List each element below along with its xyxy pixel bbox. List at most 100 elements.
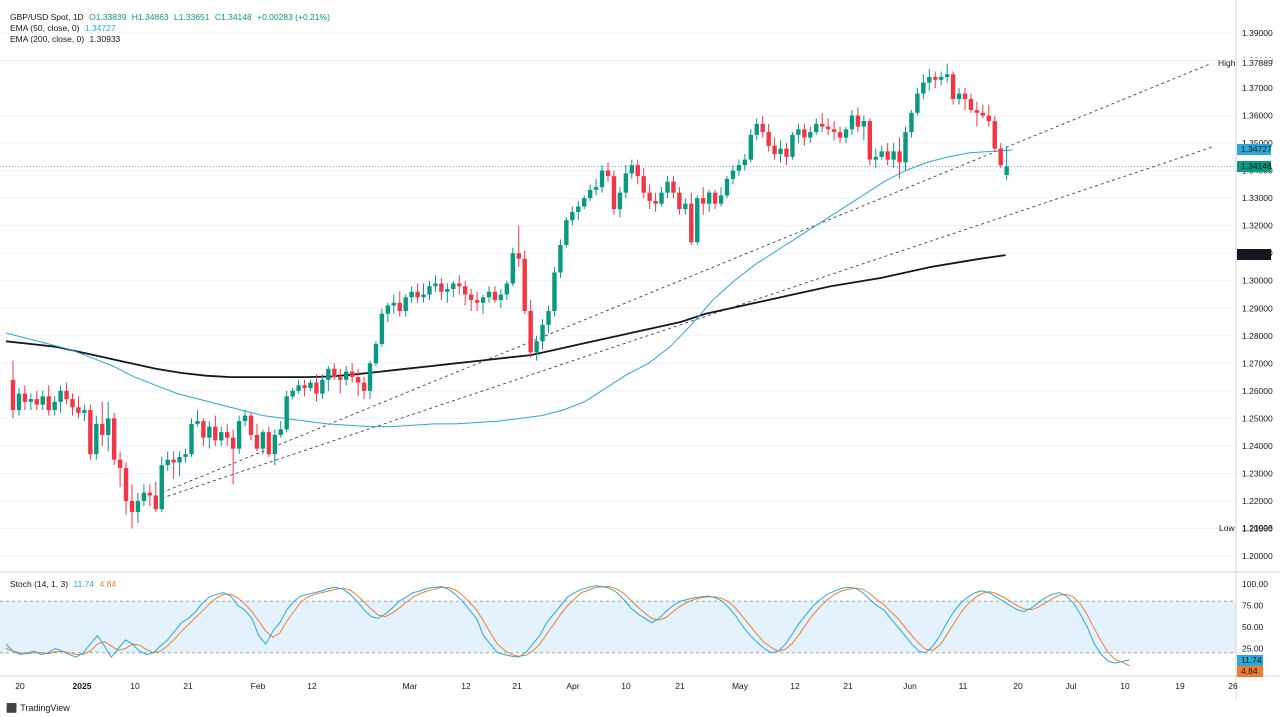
candle-body — [266, 432, 272, 455]
ohlc-close: C1.34148 — [214, 12, 252, 22]
candle-body — [379, 313, 385, 345]
candle-body — [40, 396, 45, 405]
candle-body — [22, 393, 28, 402]
candle-body — [106, 418, 111, 435]
price-tick-label: 1.25000 — [1242, 413, 1273, 423]
candle-body — [730, 170, 736, 179]
time-tick-label: 21 — [512, 681, 522, 691]
candle-body — [534, 341, 539, 353]
candle-body — [314, 382, 319, 394]
price-tick-label: 1.32000 — [1242, 221, 1273, 231]
candle-body — [837, 132, 843, 138]
legend-main: GBP/USD Spot, 1D O1.33839 H1.34863 L1.33… — [10, 12, 333, 23]
time-tick-label: 10 — [1120, 681, 1130, 691]
candle-body — [939, 77, 944, 80]
stoch-tick-label: 50.00 — [1242, 622, 1264, 632]
candle-body — [308, 382, 313, 389]
candle-body — [593, 187, 599, 190]
candle-body — [254, 434, 260, 449]
candle-body — [986, 115, 991, 122]
brand-label: TradingView — [20, 703, 70, 713]
stoch-k-tag-box — [1237, 655, 1263, 666]
stoch-d-value: 4.84 — [99, 579, 117, 589]
candle-body — [361, 382, 367, 391]
candle-body — [272, 434, 277, 455]
ema50-tag-box — [1237, 144, 1271, 155]
candle-body — [587, 189, 593, 199]
candle-body — [52, 401, 57, 411]
price-tick-label: 1.39000 — [1242, 28, 1273, 38]
candle-body — [486, 291, 492, 298]
candle-body — [742, 159, 748, 166]
candle-body — [718, 195, 724, 204]
candle-body — [463, 286, 468, 295]
price-tick-label: 1.27000 — [1242, 358, 1273, 368]
candle-body — [796, 129, 801, 135]
time-tick-label: 20 — [15, 681, 25, 691]
candle-body — [457, 283, 462, 287]
candle-body — [165, 459, 170, 466]
candle-body — [576, 206, 581, 212]
candle-body — [153, 495, 158, 510]
candle-body — [403, 297, 408, 312]
candle-body — [344, 371, 349, 380]
stoch-tick-label: 25.00 — [1242, 644, 1264, 654]
candle-body — [421, 294, 426, 298]
candle-body — [927, 77, 932, 83]
time-tick-label: 2025 — [73, 681, 92, 691]
time-tick-label: Jul — [1066, 681, 1077, 691]
candle-body — [962, 93, 968, 100]
candle-body — [236, 421, 242, 449]
time-tick-label: Mar — [403, 681, 418, 691]
time-tick-label: 10 — [130, 681, 140, 691]
candle-body — [855, 115, 861, 127]
ohlc-low: L1.33651 — [174, 12, 210, 22]
candle-body — [974, 110, 980, 113]
candle-body — [528, 311, 533, 353]
candle-body — [873, 156, 878, 160]
candle-body — [28, 399, 34, 402]
candle-body — [885, 151, 890, 160]
time-tick-label: Jun — [903, 681, 917, 691]
candle-body — [111, 418, 117, 460]
candle-body — [260, 432, 266, 449]
candle-body — [1004, 166, 1009, 176]
candle-body — [623, 173, 629, 193]
candle-body — [605, 170, 611, 177]
candle-body — [891, 151, 896, 160]
stoch-label: Stoch (14, 1, 3) — [10, 579, 69, 589]
time-tick-label: 26 — [1228, 681, 1238, 691]
candle-body — [355, 377, 361, 383]
candle-body — [689, 203, 694, 243]
candle-body — [213, 426, 218, 441]
candle-body — [480, 297, 486, 303]
candle-body — [100, 423, 105, 435]
stoch-d-tag: 4.84 — [1241, 666, 1258, 676]
candle-body — [474, 300, 480, 303]
candle-body — [867, 121, 872, 160]
price-tick-label: 1.29000 — [1242, 303, 1273, 313]
candle-body — [933, 77, 938, 80]
stoch-d-tag-box — [1237, 666, 1263, 677]
candle-body — [278, 429, 283, 435]
candle-body — [706, 192, 712, 204]
candle-body — [748, 134, 753, 160]
candle-body — [349, 371, 355, 378]
candle-body — [88, 410, 93, 455]
tradingview-logo[interactable]: ⬛ TradingView — [6, 703, 70, 714]
candle-body — [766, 132, 771, 146]
ema200-label: EMA (200, close, 0) — [10, 34, 85, 44]
ohlc-high: H1.34863 — [131, 12, 169, 22]
candle-body — [242, 415, 248, 422]
candle-body — [665, 181, 670, 193]
price-tag: 1.34148 — [1241, 161, 1272, 171]
candle-body — [10, 379, 16, 411]
candle-body — [427, 286, 432, 295]
candle-body — [248, 415, 254, 435]
candle-body — [367, 363, 373, 391]
candle-body — [415, 291, 420, 298]
ema200-tag-box — [1237, 249, 1271, 260]
time-tick-label: 10 — [621, 681, 631, 691]
candle-body — [510, 253, 515, 284]
